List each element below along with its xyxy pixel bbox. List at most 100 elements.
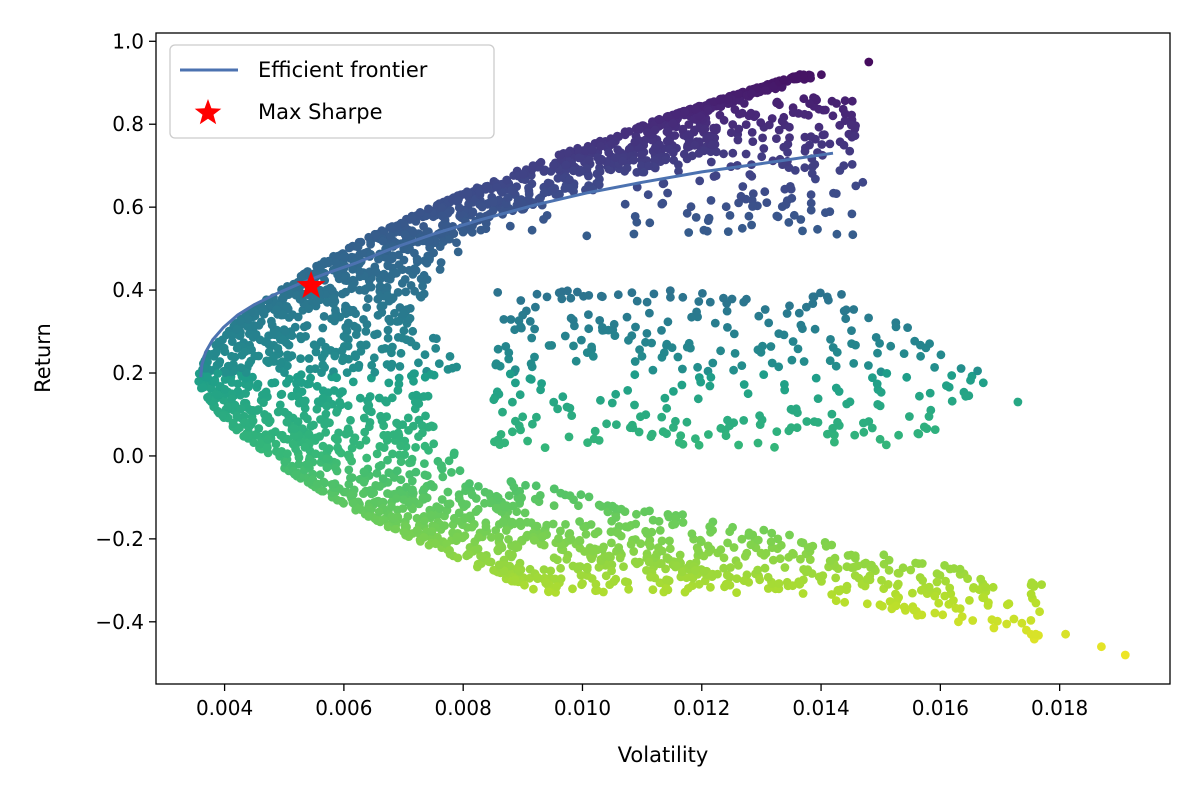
portfolio-point	[493, 288, 503, 297]
portfolio-point	[590, 529, 600, 539]
legend: Efficient frontier Max Sharpe	[169, 44, 495, 139]
portfolio-point	[859, 427, 869, 437]
portfolio-point	[429, 248, 438, 258]
portfolio-point	[989, 623, 999, 633]
portfolio-point	[406, 214, 416, 224]
portfolio-point	[404, 426, 413, 435]
portfolio-point	[810, 160, 820, 169]
portfolio-point	[620, 507, 630, 516]
portfolio-point	[666, 292, 675, 302]
portfolio-point	[267, 320, 277, 330]
portfolio-point	[758, 133, 767, 143]
portfolio-point	[809, 292, 819, 302]
portfolio-point	[818, 105, 828, 115]
portfolio-point	[509, 482, 519, 492]
portfolio-point	[755, 420, 765, 429]
portfolio-point	[574, 153, 584, 163]
portfolio-point	[748, 189, 758, 199]
portfolio-point	[390, 308, 399, 318]
portfolio-point	[648, 515, 658, 525]
portfolio-point	[453, 247, 463, 257]
portfolio-point	[799, 70, 809, 80]
portfolio-point	[339, 498, 348, 508]
portfolio-point	[553, 404, 562, 414]
portfolio-point	[687, 529, 697, 539]
portfolio-point	[383, 455, 392, 465]
portfolio-point	[707, 140, 717, 150]
portfolio-point	[290, 424, 299, 434]
portfolio-point	[764, 318, 774, 328]
portfolio-point	[978, 378, 988, 388]
portfolio-point	[304, 429, 314, 439]
portfolio-point	[942, 381, 951, 390]
portfolio-point	[529, 584, 538, 594]
portfolio-point	[388, 449, 397, 459]
portfolio-point	[531, 302, 540, 312]
portfolio-point	[774, 362, 784, 372]
portfolio-point	[338, 356, 347, 366]
portfolio-point	[322, 297, 332, 307]
portfolio-point	[662, 575, 671, 585]
portfolio-point	[766, 537, 776, 547]
portfolio-point	[383, 325, 393, 335]
portfolio-point	[280, 407, 290, 417]
portfolio-point	[620, 199, 630, 209]
portfolio-point	[832, 347, 842, 357]
portfolio-point	[629, 155, 638, 165]
portfolio-point	[604, 551, 614, 561]
portfolio-point	[236, 316, 246, 326]
portfolio-point	[788, 337, 798, 346]
portfolio-point	[833, 417, 842, 427]
portfolio-point	[264, 347, 274, 357]
portfolio-point	[747, 127, 757, 137]
y-tick-label: 1.0	[112, 29, 144, 53]
portfolio-point	[320, 478, 329, 488]
portfolio-point	[318, 393, 328, 403]
portfolio-point	[830, 437, 839, 447]
portfolio-point	[468, 207, 478, 217]
portfolio-point	[401, 287, 411, 297]
portfolio-point	[636, 539, 646, 549]
portfolio-point	[784, 218, 794, 227]
portfolio-point	[786, 423, 796, 433]
portfolio-point	[409, 376, 418, 386]
portfolio-point	[227, 378, 237, 387]
portfolio-point	[312, 381, 322, 391]
portfolio-point	[582, 231, 592, 241]
portfolio-point	[1031, 598, 1041, 608]
portfolio-point	[376, 411, 385, 421]
portfolio-point	[645, 541, 655, 551]
portfolio-point	[739, 99, 749, 108]
portfolio-point	[364, 505, 374, 514]
portfolio-point	[678, 124, 688, 134]
portfolio-point	[348, 264, 357, 274]
portfolio-point	[657, 326, 666, 335]
portfolio-point	[831, 596, 841, 606]
portfolio-point	[719, 115, 729, 125]
portfolio-point	[624, 144, 634, 154]
portfolio-point	[737, 108, 747, 118]
portfolio-point	[672, 561, 681, 570]
portfolio-point	[341, 306, 350, 316]
portfolio-point	[785, 530, 794, 540]
portfolio-point	[576, 571, 586, 580]
portfolio-point	[703, 541, 713, 551]
portfolio-point	[914, 559, 924, 568]
portfolio-point	[508, 550, 517, 560]
portfolio-point	[597, 154, 606, 164]
portfolio-point	[372, 329, 382, 339]
portfolio-point	[632, 559, 642, 569]
portfolio-point	[712, 125, 721, 134]
portfolio-point	[847, 209, 857, 219]
portfolio-point	[272, 305, 281, 314]
portfolio-point	[611, 513, 621, 522]
portfolio-point	[1026, 589, 1036, 599]
portfolio-point	[524, 183, 533, 193]
portfolio-point	[738, 182, 748, 191]
portfolio-point	[403, 512, 413, 521]
portfolio-point	[398, 309, 408, 319]
portfolio-point	[842, 581, 852, 591]
portfolio-point	[755, 575, 765, 585]
portfolio-point	[332, 407, 341, 417]
portfolio-point	[397, 333, 407, 343]
